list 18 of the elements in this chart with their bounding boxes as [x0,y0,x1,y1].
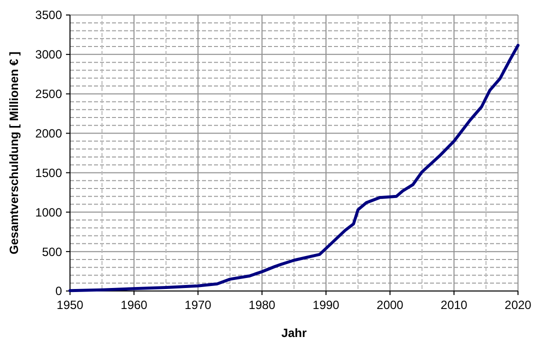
x-tick-label: 1970 [184,298,212,312]
x-tick-label: 1960 [120,298,148,312]
y-tick-label: 1000 [35,205,62,220]
y-tick-label: 0 [55,284,62,298]
x-tick-label: 1950 [56,298,84,312]
x-axis-title: Jahr [281,326,307,340]
y-tick-label: 3000 [35,48,62,62]
y-tick-label: 1500 [35,166,62,180]
x-tick-label: 2010 [440,298,468,312]
y-tick-label: 2500 [35,87,62,102]
y-tick-label: 2000 [35,126,62,140]
y-axis-title: Gesamtverschuldung [ Millionen € ] [7,52,21,254]
x-tick-label: 2000 [376,298,404,312]
y-tick-label: 3500 [35,8,62,22]
x-tick-label: 2020 [504,298,532,312]
x-tick-label: 1980 [248,298,276,312]
y-tick-label: 500 [42,244,62,259]
x-tick-label: 1990 [312,298,340,312]
